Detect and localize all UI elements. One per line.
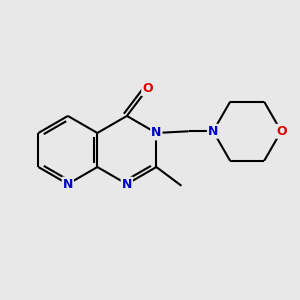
Text: N: N: [208, 125, 218, 138]
Text: O: O: [142, 82, 153, 95]
Text: N: N: [63, 178, 73, 190]
Text: N: N: [122, 178, 132, 190]
Text: O: O: [276, 125, 286, 138]
Text: N: N: [151, 127, 161, 140]
